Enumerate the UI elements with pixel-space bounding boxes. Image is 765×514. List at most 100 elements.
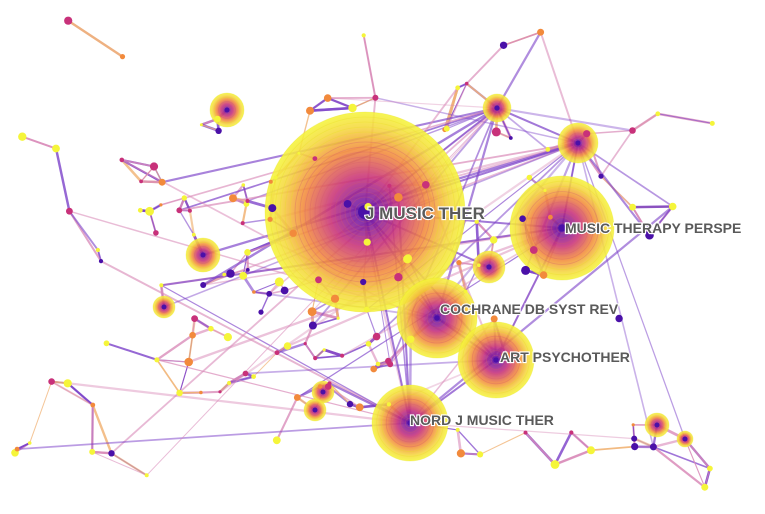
network-node [63,379,72,388]
network-edge [409,205,674,424]
network-node [631,435,638,442]
network-edge [67,382,411,425]
network-node [455,85,461,91]
network-node [370,365,378,373]
network-node [463,289,468,294]
network-node [252,290,256,294]
network-edge [648,205,674,236]
network-node [394,273,403,282]
network-node [372,94,379,101]
network-node [303,342,307,346]
network-edge [188,210,195,235]
network-edge [92,451,147,476]
node-label-cochrane-db-syst-rev: COCHRANE DB SYST REV [440,301,619,317]
network-node [348,103,357,113]
network-node [274,350,280,356]
network-edge [253,281,280,293]
network-edge [631,112,659,132]
network-edge [67,19,124,58]
network-node [387,183,392,188]
network-edge [657,113,713,124]
network-node [407,335,415,343]
network-node [66,207,73,215]
network-node [14,446,20,452]
network-edge [156,359,189,363]
network-node [336,316,340,320]
network-edge [600,130,634,177]
network-node [477,263,481,268]
network-nodes [11,16,715,491]
network-node [343,200,352,208]
network-node [222,272,226,277]
network-node [273,175,278,180]
node-bottom-right [644,412,670,438]
node-bottom-left-mid2 [303,398,327,422]
network-node [443,125,450,132]
node-label-nord-j-music-ther: NORD J MUSIC THER [410,412,554,428]
network-node [268,204,277,213]
network-edge [219,382,231,393]
network-node [587,446,595,455]
network-node [491,127,501,137]
node-right-mid [472,250,506,284]
network-node [184,357,193,367]
network-node [293,394,301,401]
network-node [189,331,196,339]
network-node [297,151,301,155]
network-node [364,203,372,211]
network-node [615,314,623,323]
network-node [317,384,323,389]
network-edge [315,355,343,359]
network-node [226,269,235,278]
network-edge [106,342,158,361]
network-node [227,380,232,386]
network-edge [241,203,248,224]
network-node [191,232,196,237]
network-node [98,259,104,264]
network-edge [160,284,411,424]
network-edge [653,446,711,470]
network-labels: J MUSIC THER MUSIC THERAPY PERSPE COCHRA… [364,203,743,429]
network-node [386,402,392,407]
network-node [464,81,469,86]
network-edge [367,343,380,365]
network-node [372,332,381,341]
network-node [519,215,526,222]
network-edge [110,452,148,477]
network-edge [54,148,71,212]
network-node [280,286,289,295]
network-edge [362,35,377,98]
network-node [307,307,317,316]
network-edge [496,106,633,132]
network-node [629,127,636,134]
network-node [199,390,203,395]
network-node [707,465,713,472]
network-node [108,450,115,457]
network-edge [200,390,221,394]
network-node [272,436,281,445]
network-node [153,230,159,236]
network-node [119,54,126,60]
network-node [208,325,214,332]
network-edge [242,252,249,276]
network-node [363,306,370,313]
network-node [523,430,528,435]
network-node [242,370,249,377]
network-node [267,216,273,222]
node-left-mid [185,237,221,273]
network-edge [120,159,143,183]
network-edge [341,343,369,357]
network-node [240,221,245,226]
network-edge [457,429,481,455]
network-edge [503,31,541,47]
network-node [64,16,73,25]
network-edge [496,31,542,109]
network-node [268,179,273,184]
network-edge [366,309,378,337]
network-node [145,206,155,216]
node-label-j-music-ther: J MUSIC THER [365,204,485,223]
node-top-left [209,92,245,128]
network-node [709,120,715,126]
network-edge [632,205,673,209]
network-node [545,147,551,152]
